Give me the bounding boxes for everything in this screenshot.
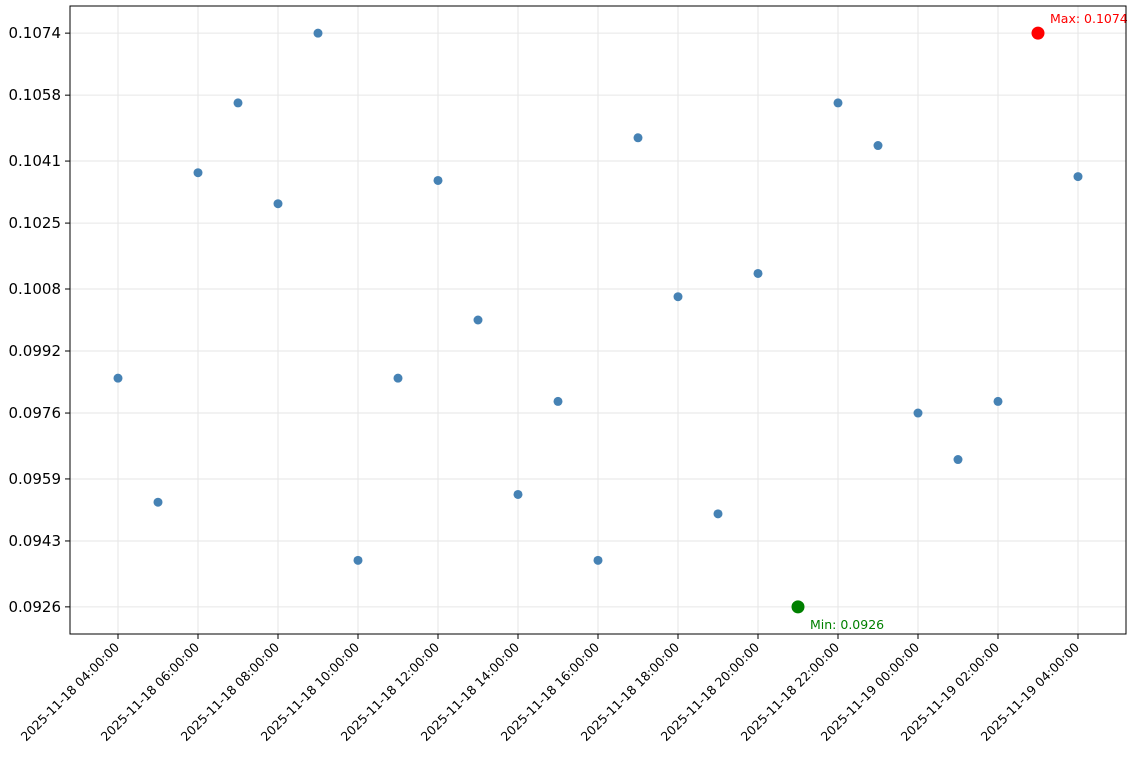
data-point: [913, 408, 923, 418]
data-points: [113, 28, 1083, 565]
y-tick-label: 0.0926: [9, 598, 62, 616]
data-point: [673, 292, 683, 302]
min-label: Min: 0.0926: [810, 617, 884, 632]
data-point: [513, 489, 523, 499]
data-point: [593, 555, 603, 565]
data-point: [313, 28, 323, 38]
data-point: [393, 373, 403, 383]
highlight-points: Max: 0.1074 Min: 0.0926: [791, 11, 1128, 632]
data-point: [873, 141, 883, 151]
y-tick-label: 0.1058: [9, 86, 62, 104]
data-point: [193, 168, 203, 178]
y-tick-label: 0.1074: [9, 24, 62, 42]
y-tick-label: 0.0943: [9, 532, 62, 550]
data-point: [633, 133, 643, 143]
data-point: [273, 199, 283, 209]
min-point: [791, 600, 805, 614]
max-label: Max: 0.1074: [1050, 11, 1128, 26]
max-point: [1031, 26, 1045, 40]
data-point: [353, 555, 363, 565]
y-tick-label: 0.0976: [9, 404, 62, 422]
y-tick-label: 0.0959: [9, 470, 62, 488]
data-point: [753, 268, 763, 278]
data-point: [113, 373, 123, 383]
y-tick-label: 0.0992: [9, 342, 62, 360]
y-tick-label: 0.1025: [9, 214, 62, 232]
data-point: [833, 98, 843, 108]
data-point: [713, 509, 723, 519]
data-point: [993, 396, 1003, 406]
y-tick-label: 0.1008: [9, 280, 62, 298]
grid: [70, 6, 1126, 634]
data-point: [953, 455, 963, 465]
plot-frame: [69, 5, 1127, 635]
y-axis: 0.0926 0.0943 0.0959 0.0976 0.0992 0.1008 0.10…: [9, 24, 70, 616]
data-point: [153, 497, 163, 507]
data-point: [1073, 172, 1083, 182]
data-point: [233, 98, 243, 108]
data-point: [433, 175, 443, 185]
y-tick-label: 0.1041: [9, 152, 62, 170]
data-point: [473, 315, 483, 325]
data-point: [553, 396, 563, 406]
